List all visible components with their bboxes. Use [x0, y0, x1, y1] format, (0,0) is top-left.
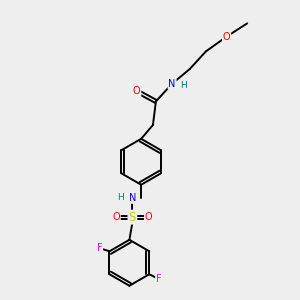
Text: N: N	[168, 79, 176, 89]
Text: O: O	[133, 86, 141, 96]
Text: O: O	[112, 212, 120, 222]
Text: H: H	[117, 194, 124, 202]
Text: F: F	[156, 274, 161, 284]
Text: N: N	[129, 193, 136, 203]
Text: H: H	[180, 81, 187, 90]
Text: F: F	[97, 243, 102, 253]
Text: O: O	[145, 212, 152, 222]
Text: S: S	[129, 211, 136, 224]
Text: O: O	[223, 32, 230, 42]
